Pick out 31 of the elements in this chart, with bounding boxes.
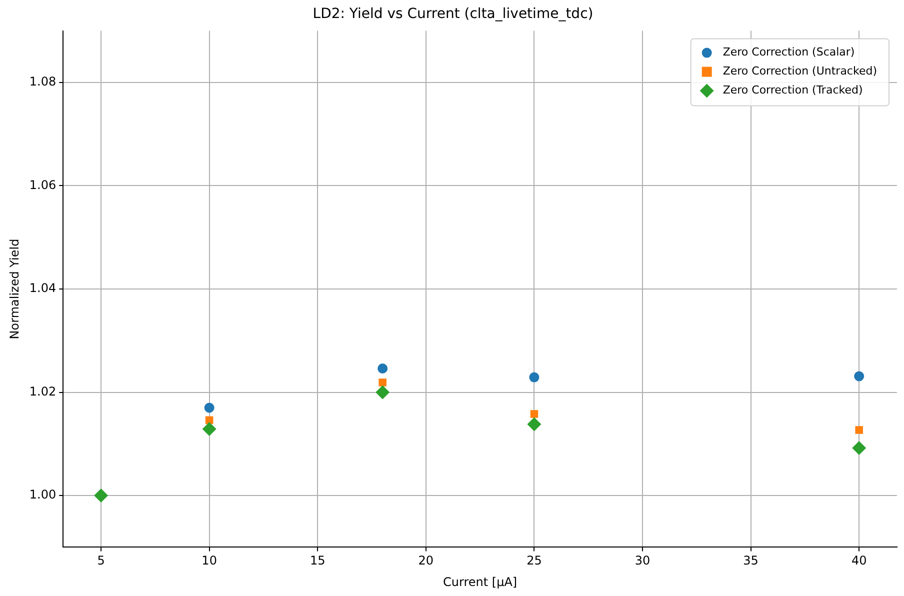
point bbox=[378, 378, 386, 386]
point bbox=[854, 371, 864, 382]
y-tick-label: 1.00 bbox=[29, 488, 56, 502]
x-tick-label: 25 bbox=[526, 554, 542, 568]
point bbox=[204, 402, 214, 413]
point bbox=[530, 410, 538, 418]
y-tick-label: 1.08 bbox=[29, 74, 56, 89]
point bbox=[529, 372, 540, 382]
x-tick-label: 20 bbox=[418, 554, 434, 568]
y-tick-label: 1.04 bbox=[29, 281, 56, 296]
chart-title: LD2: Yield vs Current (clta_livetime_tdc) bbox=[312, 6, 594, 22]
point bbox=[378, 364, 388, 374]
x-tick-label: 35 bbox=[743, 554, 758, 568]
point bbox=[376, 385, 390, 400]
legend-label: Zero Correction (Untracked) bbox=[722, 64, 877, 78]
x-tick-label: 40 bbox=[851, 554, 867, 568]
y-axis-title: Normalized Yield bbox=[7, 238, 22, 340]
x-axis-title: Current [μA] bbox=[443, 574, 518, 589]
point bbox=[852, 441, 866, 456]
point bbox=[527, 417, 542, 432]
x-tick-label: 30 bbox=[634, 554, 650, 568]
legend-label: Zero Correction (Tracked) bbox=[722, 84, 863, 97]
y-tick-label: 1.06 bbox=[29, 178, 56, 192]
y-tick-label: 1.02 bbox=[29, 384, 56, 398]
x-tick-label: 5 bbox=[97, 554, 105, 568]
point bbox=[94, 488, 108, 503]
x-tick-label: 10 bbox=[202, 554, 217, 568]
legend-label: Zero Correction (Scalar) bbox=[722, 46, 855, 59]
x-tick-label: 15 bbox=[310, 554, 326, 568]
point bbox=[202, 422, 216, 436]
point bbox=[855, 426, 863, 434]
